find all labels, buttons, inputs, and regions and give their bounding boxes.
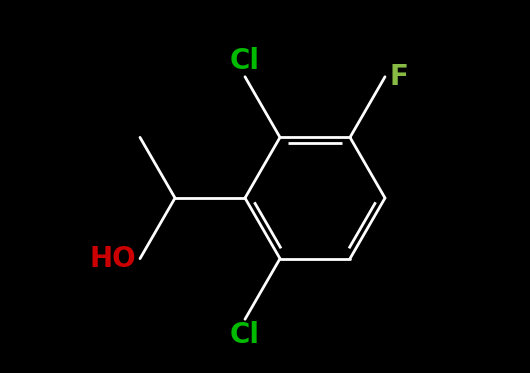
Text: F: F [389, 63, 408, 91]
Text: Cl: Cl [230, 321, 260, 349]
Text: HO: HO [90, 245, 136, 273]
Text: Cl: Cl [230, 47, 260, 75]
